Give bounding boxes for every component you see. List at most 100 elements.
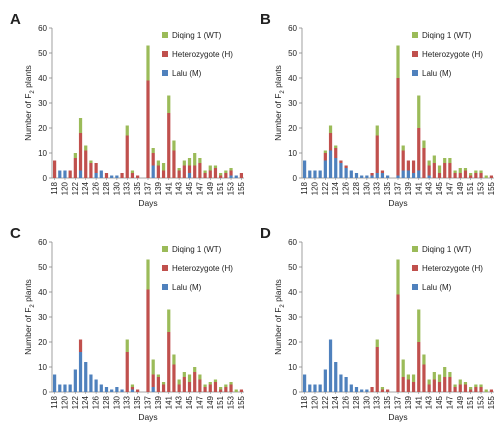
bar-segment-wt [458,168,462,173]
bar-segment-h [172,364,176,392]
bar-segment-h [427,384,431,392]
x-tick-label: 126 [92,395,101,409]
y-tick-label: 60 [288,24,297,33]
x-tick-label: 139 [154,395,163,409]
x-tick-label: 141 [414,181,423,195]
bar-segment-wt [177,379,181,385]
x-axis-title: Days [388,198,407,208]
bar-segment-wt [474,384,478,387]
bar-segment-h [213,382,218,392]
x-tick-label: 143 [425,395,434,409]
y-tick-label: 10 [38,149,47,158]
bar-segment-m [375,173,379,178]
legend-label-h: Heterozygote (H) [422,264,483,273]
x-tick-label: 147 [195,395,204,409]
bar-segment-m [115,175,119,178]
legend-label-m: Lalu (M) [172,283,202,292]
legend-label-wt: Diqing 1 (WT) [172,31,222,40]
bar-segment-h [136,175,140,178]
legend-label-m: Lalu (M) [422,283,452,292]
bar-segment-wt [73,153,77,158]
bar-segment-h [458,384,462,392]
bar-segment-wt [208,382,212,385]
bar-segment-m [120,389,124,392]
bar-segment-m [94,173,98,178]
bar-segment-m [344,168,348,178]
bar-segment-h [146,80,150,178]
x-tick-label: 118 [50,395,59,408]
bar-segment-wt [463,382,468,385]
bar-segment-h [187,165,192,173]
bar-segment-m [94,379,98,392]
bar-segment-h [463,170,468,178]
bar-segment-h [219,175,223,178]
y-tick-label: 20 [38,124,47,133]
bar-segment-m [63,170,67,178]
bar-segment-wt [229,382,233,385]
bar-segment-wt [432,372,436,380]
x-tick-label: 155 [237,395,246,409]
x-tick-label: 149 [206,395,215,409]
legend-label-m: Lalu (M) [422,69,452,78]
bar-segment-wt [125,125,129,136]
bar-segment-wt [448,372,452,377]
bar-segment-h [156,165,160,178]
bar-segment-m [313,170,317,178]
bar-segment-h [479,387,483,392]
bar-segment-h [213,168,218,178]
bar-segment-m [396,175,400,178]
bar-segment-wt [156,374,160,377]
y-tick-label: 20 [38,338,47,347]
x-tick-label: 126 [92,181,101,195]
bar-segment-m [58,170,62,178]
bar-segment-h [469,389,473,392]
x-tick-label: 126 [342,181,351,195]
y-tick-label: 0 [293,388,298,397]
bar-segment-wt [146,259,150,290]
bar-segment-m [401,170,405,178]
x-tick-label: 120 [60,395,69,409]
y-tick-label: 30 [38,99,47,108]
legend-label-h: Heterozygote (H) [172,50,233,59]
bar-segment-m [360,175,364,178]
bar-segment-h [479,173,483,178]
bar-segment-m [354,387,359,392]
bar-segment-m [427,175,431,178]
bar-segment-h [177,384,181,392]
bar-segment-wt [437,165,442,173]
bar-segment-h [380,389,385,392]
bar-segment-m [318,384,322,392]
bar-segment-m [84,362,88,392]
x-tick-label: 133 [123,181,132,195]
legend-label-wt: Diqing 1 (WT) [172,245,222,254]
y-axis-title: Number of F2 plants [273,65,286,141]
bar-segment-wt [146,45,150,81]
bar-segment-h [437,173,442,178]
bar-segment-h [151,374,155,387]
y-tick-label: 60 [38,238,47,247]
bar-segment-h [339,160,343,163]
bar-segment-h [453,173,457,178]
y-axis-title: Number of F2 plants [23,279,36,355]
bar-segment-wt [156,160,160,166]
bar-segment-h [443,377,447,392]
bar-segment-wt [375,125,379,136]
x-tick-label: 122 [321,181,330,195]
x-tick-label: 143 [175,181,184,195]
x-tick-label: 151 [466,395,475,409]
bar-segment-wt [172,140,176,151]
x-tick-label: 137 [394,395,403,409]
bar-segment-h [182,165,186,178]
y-axis-title: Number of F2 plants [23,65,36,141]
bar-segment-wt [130,170,135,173]
bar-segment-m [365,175,369,178]
bar-segment-m [89,374,93,392]
bar-segment-h [396,294,400,392]
legend-swatch-h [162,51,168,57]
bar-segment-wt [167,95,171,113]
x-tick-label: 153 [227,395,236,409]
bar-segment-h [130,173,135,178]
bar-segment-h [73,158,77,178]
bar-segment-wt [187,158,192,166]
bar-segment-m [110,389,114,392]
